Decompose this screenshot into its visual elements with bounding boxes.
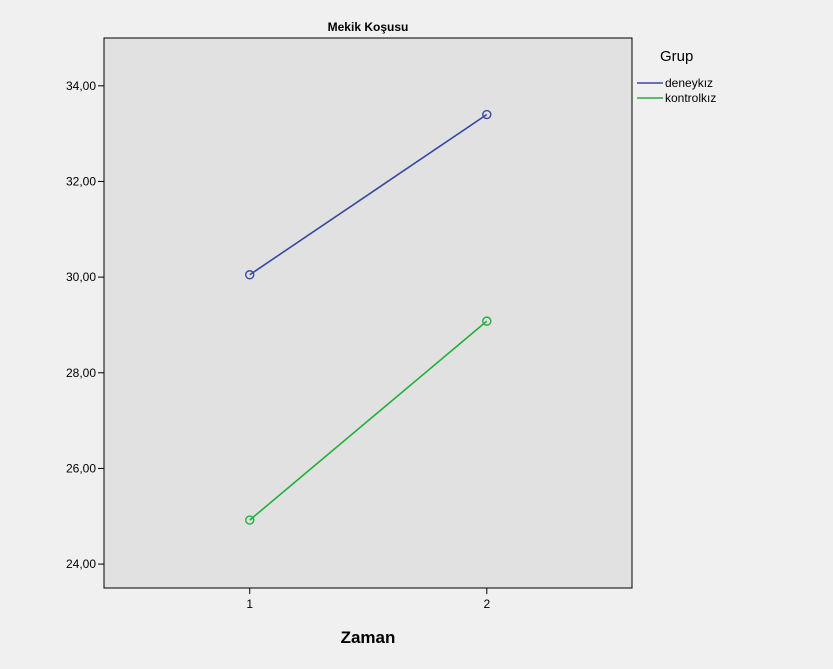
series-line [249, 113, 488, 276]
series-line [249, 320, 488, 521]
legend-label: deneykız [665, 76, 713, 90]
data-point [482, 316, 492, 326]
y-tick-label: 34,00 [66, 79, 96, 93]
legend-item: kontrolkız [637, 91, 716, 105]
series-2 [245, 316, 492, 525]
y-tick-label: 32,00 [66, 174, 96, 188]
data-point [482, 109, 492, 120]
y-tick-label: 28,00 [66, 366, 96, 380]
data-point [245, 270, 255, 280]
y-tick-label: 26,00 [66, 461, 96, 475]
y-tick-label: 30,00 [66, 270, 96, 284]
y-tick-label: 24,00 [66, 557, 96, 571]
legend-label: kontrolkız [665, 91, 716, 105]
data-point [245, 515, 255, 525]
x-tick-label: 1 [246, 597, 253, 611]
series-1 [245, 109, 492, 280]
series-layer [245, 109, 492, 525]
y-axis-ticks: 24,00 26,00 28,00 30,00 32,00 34,00 [66, 79, 104, 571]
chart-title: Mekik Koşusu [328, 20, 409, 34]
legend-title: Grup [660, 48, 693, 65]
x-axis-label: Zaman [341, 628, 396, 647]
legend-item: deneykız [637, 76, 713, 90]
x-tick-label: 2 [483, 597, 490, 611]
plot-area [103, 37, 633, 589]
